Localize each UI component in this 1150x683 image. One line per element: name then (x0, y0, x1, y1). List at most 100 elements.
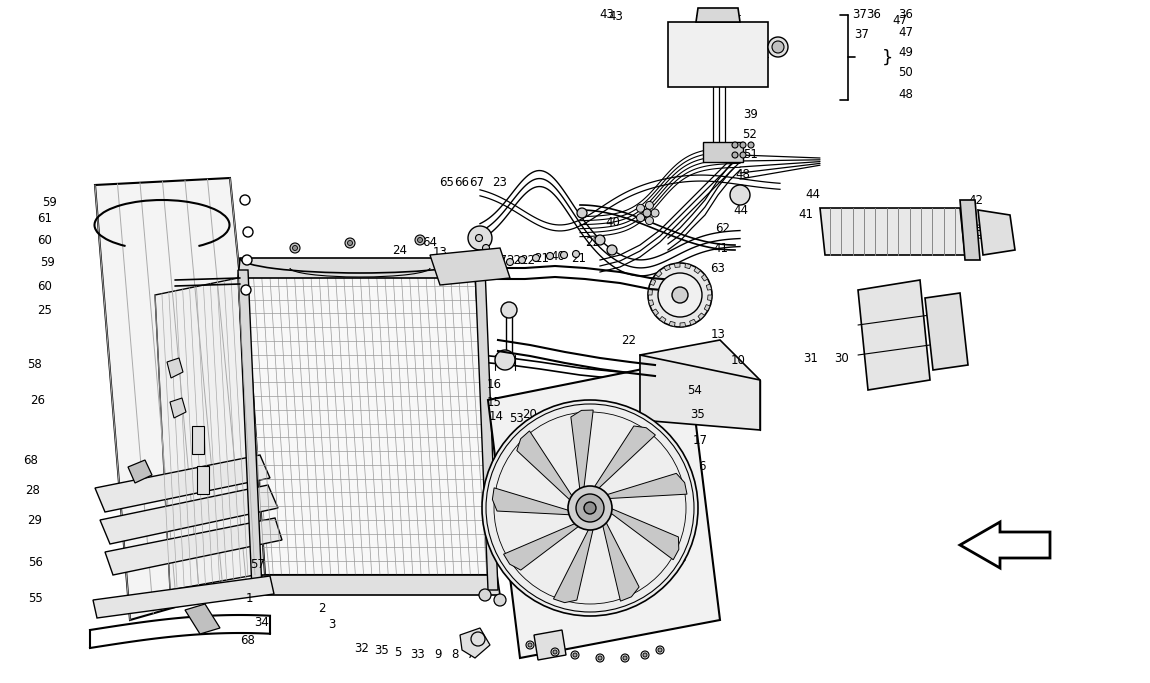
Polygon shape (610, 508, 678, 560)
Circle shape (596, 654, 604, 662)
Circle shape (475, 234, 483, 242)
Polygon shape (690, 319, 696, 325)
Circle shape (494, 594, 506, 606)
Text: 22: 22 (506, 253, 521, 266)
Circle shape (730, 185, 750, 205)
Text: 21: 21 (535, 251, 550, 264)
Polygon shape (492, 488, 572, 515)
Text: 68: 68 (240, 634, 255, 647)
Circle shape (546, 253, 553, 260)
Text: 36: 36 (867, 8, 881, 21)
Text: 58: 58 (28, 359, 43, 372)
Polygon shape (659, 316, 666, 322)
Circle shape (292, 245, 298, 251)
Text: }: } (882, 49, 894, 67)
Circle shape (519, 257, 526, 264)
Text: 14: 14 (489, 410, 504, 423)
Text: 40: 40 (551, 251, 566, 264)
Text: 4: 4 (446, 262, 454, 275)
Polygon shape (504, 524, 580, 570)
Text: 59: 59 (40, 255, 55, 268)
Polygon shape (641, 340, 760, 420)
Text: 27: 27 (492, 255, 507, 268)
Circle shape (417, 238, 422, 242)
Text: 46: 46 (478, 255, 493, 268)
Text: 63: 63 (711, 262, 724, 275)
Circle shape (560, 251, 567, 258)
Text: 40: 40 (605, 216, 620, 229)
Text: 44: 44 (805, 189, 820, 201)
Text: 28: 28 (25, 484, 40, 497)
Text: 50: 50 (898, 66, 913, 79)
Polygon shape (696, 8, 739, 22)
Polygon shape (647, 290, 652, 295)
Polygon shape (704, 305, 710, 311)
Polygon shape (185, 604, 220, 634)
Text: 21: 21 (685, 311, 700, 324)
Polygon shape (238, 258, 482, 278)
Text: 66: 66 (454, 176, 469, 189)
Text: 33: 33 (411, 647, 425, 660)
Circle shape (482, 400, 698, 616)
Polygon shape (192, 426, 204, 454)
Text: 64: 64 (422, 236, 437, 249)
Text: 67: 67 (469, 176, 484, 189)
Polygon shape (105, 518, 282, 575)
Text: 49: 49 (898, 46, 913, 59)
Text: 44: 44 (733, 204, 748, 217)
Polygon shape (95, 178, 270, 620)
Circle shape (739, 142, 746, 148)
Polygon shape (605, 473, 687, 499)
Text: 13: 13 (711, 329, 726, 342)
Polygon shape (197, 466, 209, 494)
Polygon shape (978, 210, 1015, 255)
Circle shape (739, 152, 746, 158)
Polygon shape (693, 267, 700, 274)
Circle shape (623, 656, 627, 660)
Text: 35: 35 (375, 643, 390, 656)
Polygon shape (641, 355, 760, 430)
Text: 45: 45 (673, 551, 688, 565)
Text: 7: 7 (467, 648, 475, 662)
Polygon shape (685, 264, 691, 268)
Text: 35: 35 (691, 408, 705, 421)
Circle shape (607, 245, 618, 255)
Text: 29: 29 (26, 514, 43, 527)
Polygon shape (516, 431, 572, 501)
Circle shape (643, 653, 647, 657)
Text: 15: 15 (488, 395, 503, 408)
Circle shape (480, 589, 491, 601)
Text: 23: 23 (492, 176, 507, 189)
Circle shape (290, 243, 300, 253)
Text: 36: 36 (898, 8, 913, 20)
Circle shape (242, 255, 252, 265)
Polygon shape (170, 398, 186, 418)
Polygon shape (260, 575, 500, 595)
Circle shape (501, 302, 518, 318)
Text: 60: 60 (37, 234, 52, 247)
Circle shape (528, 643, 532, 647)
Circle shape (658, 648, 662, 652)
Polygon shape (664, 265, 670, 270)
Circle shape (645, 217, 653, 225)
Polygon shape (553, 528, 593, 602)
Text: 43: 43 (608, 10, 623, 23)
Text: 39: 39 (743, 109, 758, 122)
Circle shape (494, 258, 501, 266)
Polygon shape (820, 208, 965, 255)
Polygon shape (680, 322, 685, 327)
Text: 16: 16 (486, 378, 503, 391)
Polygon shape (95, 455, 270, 512)
Text: 9: 9 (435, 648, 442, 662)
Circle shape (584, 502, 596, 514)
Text: 18: 18 (532, 443, 547, 456)
Text: 42: 42 (968, 193, 983, 206)
Text: 41: 41 (713, 242, 728, 255)
Polygon shape (706, 284, 712, 290)
Circle shape (553, 650, 557, 654)
Circle shape (621, 654, 629, 662)
Circle shape (568, 486, 612, 530)
Polygon shape (603, 521, 639, 601)
Polygon shape (925, 293, 968, 370)
Polygon shape (155, 278, 255, 590)
